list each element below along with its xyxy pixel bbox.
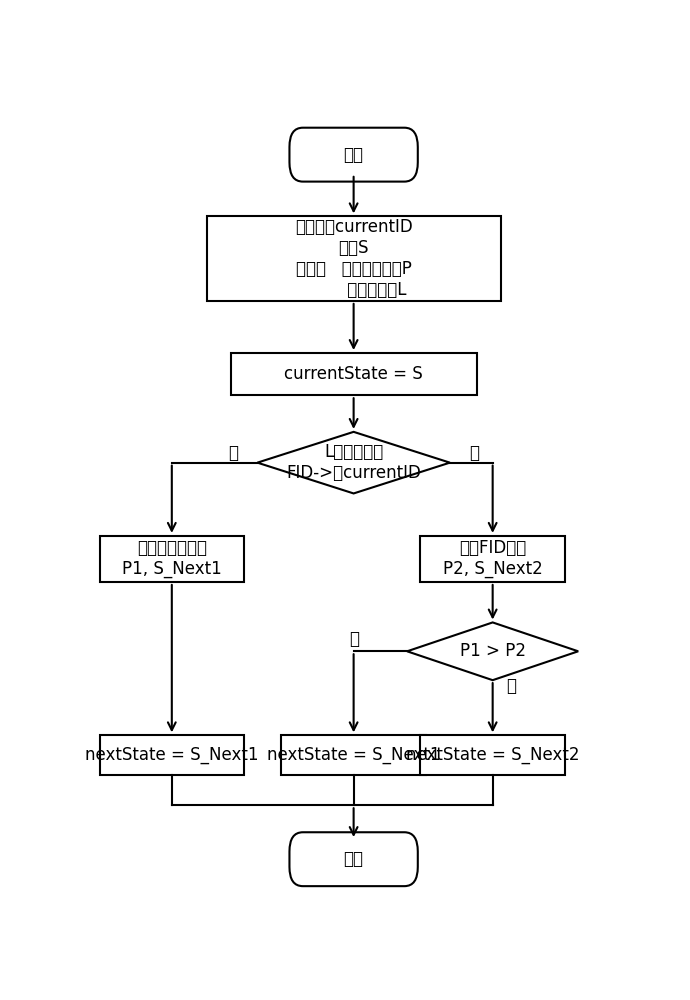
Text: nextState = S_Next1: nextState = S_Next1 xyxy=(267,746,440,764)
Text: 马尔科夫链预测
P1, S_Next1: 马尔科夫链预测 P1, S_Next1 xyxy=(122,539,221,578)
Bar xyxy=(420,536,565,582)
Polygon shape xyxy=(257,432,450,493)
Text: P1 > P2: P1 > P2 xyxy=(460,642,526,660)
Bar xyxy=(99,735,244,775)
Text: 是: 是 xyxy=(349,630,359,648)
Polygon shape xyxy=(407,622,578,680)
Text: 结束: 结束 xyxy=(344,850,364,868)
FancyBboxPatch shape xyxy=(290,128,418,182)
Bar xyxy=(206,216,501,301)
Text: currentState = S: currentState = S xyxy=(284,365,423,383)
Bar xyxy=(282,735,426,775)
FancyBboxPatch shape xyxy=(290,832,418,886)
Text: 否: 否 xyxy=(228,444,238,462)
Bar xyxy=(230,353,477,395)
Text: nextState = S_Next1: nextState = S_Next1 xyxy=(85,746,259,764)
Bar xyxy=(99,536,244,582)
Text: 否: 否 xyxy=(506,677,516,695)
Text: nextState = S_Next2: nextState = S_Next2 xyxy=(406,746,580,764)
Text: 开始: 开始 xyxy=(344,146,364,164)
Bar xyxy=(420,735,565,775)
Text: L中存在机器
FID->推currentID: L中存在机器 FID->推currentID xyxy=(286,443,421,482)
Text: 是: 是 xyxy=(469,444,479,462)
Text: 通过FID预测
P2, S_Next2: 通过FID预测 P2, S_Next2 xyxy=(443,539,542,578)
Text: 当前机器currentID
状态S
输入：   状态转移矩阵P
         频繁模式集L: 当前机器currentID 状态S 输入： 状态转移矩阵P 频繁模式集L xyxy=(295,218,413,299)
